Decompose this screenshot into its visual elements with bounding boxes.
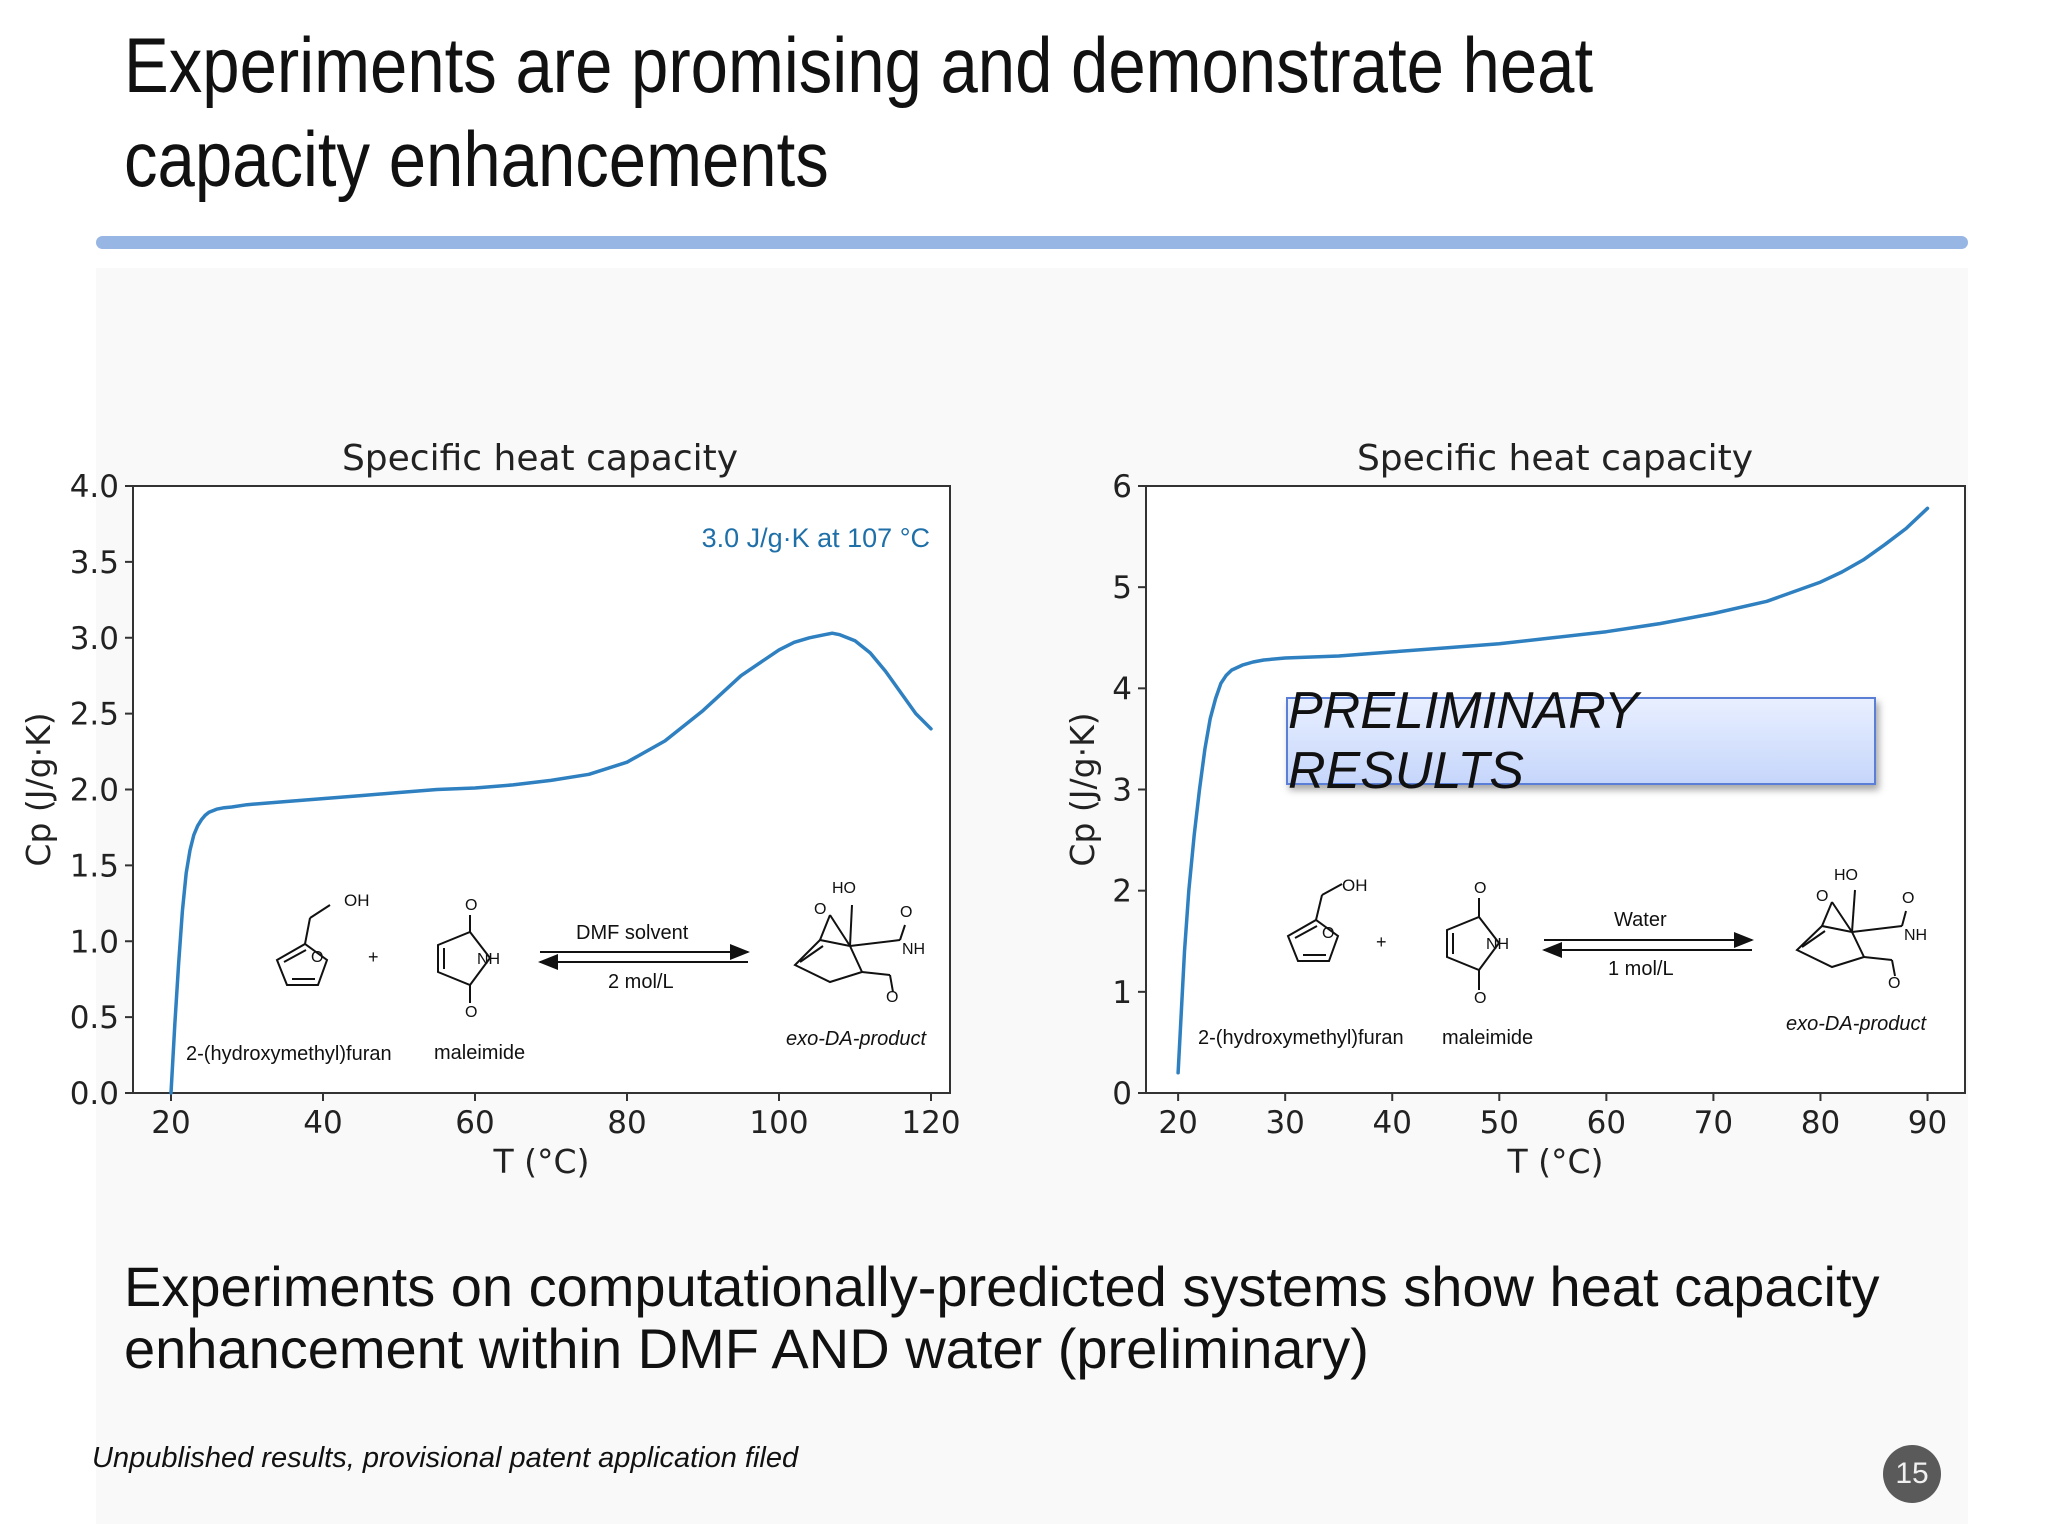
conditions-bottom-2: 1 mol/L — [1608, 958, 1674, 980]
page-number-badge: 15 — [1883, 1445, 1941, 1503]
reactant2-name-2: maleimide — [1442, 1027, 1533, 1049]
y-tick-label: 2.0 — [70, 773, 119, 809]
x-tick-label: 30 — [1265, 1105, 1304, 1141]
conditions-top-2: Water — [1614, 909, 1667, 931]
reactant1-name-1: 2-(hydroxymethyl)furan — [186, 1043, 392, 1065]
y-tick-label: 2 — [1112, 874, 1132, 910]
x-axis-label: T (°C) — [1507, 1142, 1604, 1181]
equilibrium-arrows-1 — [538, 944, 750, 970]
plot-area — [1145, 485, 1966, 1094]
ho-label-2: HO — [1834, 867, 1858, 884]
prod-o-bottom-label-2: O — [1888, 975, 1900, 992]
maleimide-structure-2 — [1446, 898, 1501, 990]
maleimide-structure-1 — [437, 915, 492, 1003]
chart-1: Specific heat capacity 20 40 60 80 100 120 0.0 0… — [19, 438, 961, 1181]
x-tick-label: 70 — [1694, 1105, 1733, 1141]
ho-label-1: HO — [832, 880, 856, 897]
chart-2: Specific heat capacity 20 30 40 50 60 70 80 90 0 1… — [1063, 438, 1966, 1181]
conditions-top-1: DMF solvent — [576, 922, 689, 944]
y-tick-label: 3.5 — [70, 545, 119, 581]
plot-area — [132, 485, 951, 1094]
reaction-scheme-2 — [1286, 883, 1907, 990]
equilibrium-arrows-2 — [1542, 932, 1754, 958]
y-tick-label: 3.0 — [70, 621, 119, 657]
prod-o-top-label-2: O — [1902, 890, 1914, 907]
preliminary-results-label: PRELIMINARY RESULTS — [1288, 682, 1638, 800]
y-tick-label: 2.5 — [70, 697, 119, 733]
o-bottom-label-2: O — [1474, 990, 1486, 1007]
y-tick-label: 1.0 — [70, 924, 119, 960]
reactant1-name-2: 2-(hydroxymethyl)furan — [1198, 1027, 1404, 1049]
oh-label-1: OH — [344, 891, 370, 910]
reaction-labels-1: OH O + O NH O HO O O NH O DMF solvent 2 … — [186, 880, 928, 1065]
prod-o-bottom-label-1: O — [886, 989, 898, 1006]
x-tick-label: 60 — [1587, 1105, 1626, 1141]
prod-nh-label-2: NH — [1904, 927, 1927, 944]
furan-structure-1 — [275, 904, 331, 986]
nh-label-2: NH — [1486, 936, 1509, 953]
plus-sign-1: + — [368, 947, 379, 967]
prod-o-top-label-1: O — [900, 904, 912, 921]
peak-annotation: 3.0 J/g·K at 107 °C — [702, 523, 930, 553]
y-tick-label: 4 — [1112, 671, 1132, 707]
x-tick-label: 80 — [607, 1105, 646, 1141]
y-tick-label: 1.5 — [70, 848, 119, 884]
product-name-2: exo-DA-product — [1786, 1013, 1928, 1035]
y-tick-label: 1 — [1112, 975, 1132, 1011]
y-tick-label: 3 — [1112, 773, 1132, 809]
y-tick-label: 4.0 — [70, 469, 119, 505]
preliminary-results-badge: PRELIMINARY RESULTS — [1286, 682, 1876, 800]
y-tick-label: 6 — [1112, 469, 1132, 505]
series-line-1 — [1176, 506, 1930, 1075]
series-line-1 — [169, 631, 933, 1095]
x-tick-label: 20 — [151, 1105, 190, 1141]
product-name-1: exo-DA-product — [786, 1028, 928, 1050]
y-tick-label: 5 — [1112, 570, 1132, 606]
y-axis-label: Cp (J/g·K) — [1063, 712, 1102, 866]
furan-structure-2 — [1286, 883, 1343, 962]
prod-nh-label-1: NH — [902, 941, 925, 958]
o-top-label-1: O — [465, 897, 477, 914]
x-tick-label: 60 — [455, 1105, 494, 1141]
y-tick-label: 0 — [1112, 1076, 1132, 1112]
reaction-scheme-1 — [275, 904, 906, 1003]
y-axis-label: Cp (J/g·K) — [19, 712, 58, 866]
y-tick-label: 0.5 — [70, 1000, 119, 1036]
footnote: Unpublished results, provisional patent … — [92, 1442, 799, 1474]
ring-o-label-2: O — [1322, 925, 1334, 942]
x-tick-label: 40 — [1373, 1105, 1412, 1141]
slide-title: Experiments are promising and demonstrat… — [124, 21, 1594, 203]
chart-title: Specific heat capacity — [342, 438, 738, 479]
nh-label-1: NH — [477, 951, 500, 968]
x-tick-label: 100 — [749, 1105, 808, 1141]
conditions-bottom-1: 2 mol/L — [608, 971, 674, 993]
plus-sign-2: + — [1376, 932, 1387, 952]
oh-label-2: OH — [1342, 876, 1368, 895]
o-top-label-2: O — [1474, 880, 1486, 897]
x-tick-label: 50 — [1480, 1105, 1519, 1141]
x-tick-label: 40 — [303, 1105, 342, 1141]
x-tick-label: 20 — [1158, 1105, 1197, 1141]
y-tick-label: 0.0 — [70, 1076, 119, 1112]
summary-text: Experiments on computationally-predicted… — [124, 1255, 1880, 1380]
product-structure-1 — [793, 904, 906, 993]
title-rule — [96, 236, 1968, 249]
reactant2-name-1: maleimide — [434, 1042, 525, 1064]
x-tick-label: 80 — [1801, 1105, 1840, 1141]
o-bottom-label-1: O — [465, 1004, 477, 1021]
bridge-o-label-1: O — [814, 901, 826, 918]
product-structure-2 — [1795, 889, 1907, 977]
ring-o-label-1: O — [311, 949, 323, 966]
reaction-labels-2: OH O + O NH O HO O O NH O Water 1 mol/L … — [1198, 867, 1928, 1049]
x-axis-label: T (°C) — [493, 1142, 590, 1181]
x-tick-label: 120 — [901, 1105, 960, 1141]
chart-title: Specific heat capacity — [1357, 438, 1753, 479]
bridge-o-label-2: O — [1816, 888, 1828, 905]
x-tick-label: 90 — [1908, 1105, 1947, 1141]
